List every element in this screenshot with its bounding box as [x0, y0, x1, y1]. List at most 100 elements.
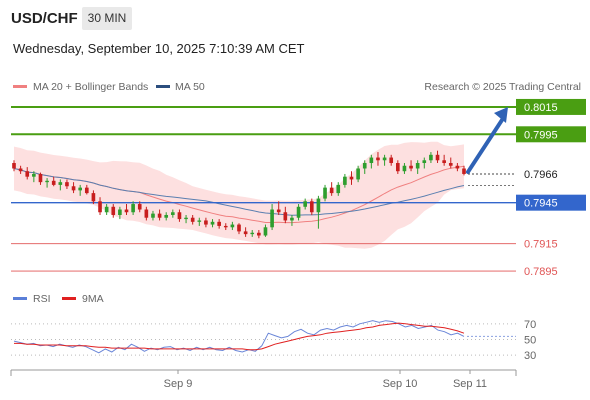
forecast-arrow-shaft	[466, 114, 506, 174]
ma50-line	[13, 168, 465, 216]
forecast-arrow	[466, 106, 508, 174]
interval-button[interactable]: 30 MIN	[82, 7, 132, 30]
candle-body	[197, 220, 202, 222]
rsi-tick-label: 50	[524, 335, 536, 347]
level-label-box	[516, 98, 586, 115]
candle-body	[290, 217, 294, 221]
rsi-ma-legend-swatch	[62, 297, 76, 300]
candle-body	[223, 225, 228, 228]
candle-body	[409, 165, 413, 169]
price-levels: 0.8015 0.7995 0.7966 0.7945 0.7915 0.7895	[11, 98, 586, 278]
rsi-ma-legend-label: 9MA	[82, 293, 104, 305]
candle-body	[435, 154, 440, 161]
candle-body	[336, 184, 341, 194]
level-label: 0.7915	[524, 239, 558, 251]
candle-body	[462, 168, 466, 174]
bollinger-band-fill	[14, 141, 464, 249]
header-bar: USD/CHF 30 MIN	[0, 0, 590, 36]
candle-body	[98, 201, 102, 213]
candle-body	[151, 213, 155, 218]
candle-body	[131, 204, 135, 213]
level-label-box	[516, 194, 586, 211]
candle-body	[316, 198, 321, 213]
candle-body	[71, 186, 76, 191]
candle-body	[329, 187, 334, 194]
candle-body	[448, 163, 453, 166]
ma50-legend-label: MA 50	[175, 81, 205, 93]
x-tick-label: Sep 10	[383, 378, 418, 390]
candle-body	[51, 180, 56, 185]
rsi-panel: 70 50 30	[11, 319, 536, 362]
symbol-title: USD/CHF	[11, 10, 78, 27]
candle-body	[91, 193, 96, 202]
candle-body	[32, 173, 36, 177]
candle-body	[45, 180, 49, 183]
candle-body	[111, 206, 116, 215]
candle-body	[343, 176, 347, 185]
candle-body	[12, 163, 16, 169]
x-axis-ticks: Sep 9 Sep 10 Sep 11	[164, 370, 487, 390]
credit-text: Research © 2025 Trading Central	[424, 81, 581, 93]
candle-body	[25, 171, 30, 177]
rsi-tick-label: 70	[524, 319, 536, 331]
rsi-tick-label: 30	[524, 350, 536, 362]
level-label-box	[516, 126, 586, 143]
bollinger-band	[14, 141, 464, 249]
rsi-ma-line	[14, 322, 465, 351]
candles	[12, 150, 466, 239]
candle-body	[104, 206, 109, 213]
candle-body	[243, 231, 248, 235]
level-label: 0.7995	[524, 129, 558, 141]
rsi-legend-swatch	[13, 297, 27, 300]
candle-body	[84, 187, 89, 194]
candle-body	[210, 221, 215, 225]
candle-body	[257, 232, 261, 236]
candle-body	[78, 187, 82, 191]
candle-body	[250, 232, 255, 235]
candle-body	[415, 163, 420, 169]
candle-body	[369, 157, 374, 164]
candle-body	[455, 165, 460, 169]
candle-body	[38, 173, 43, 183]
candle-body	[230, 224, 235, 228]
candle-body	[349, 176, 354, 180]
candle-body	[190, 217, 195, 222]
moving-averages	[13, 165, 465, 224]
candle-body	[402, 165, 407, 172]
rsi-line	[13, 320, 465, 354]
candle-body	[164, 214, 169, 218]
rsi-legend-label: RSI	[33, 293, 51, 305]
level-label: 0.8015	[524, 102, 558, 114]
candle-body	[362, 163, 367, 169]
candle-body	[303, 201, 307, 207]
candle-body	[356, 168, 360, 180]
level-label: 0.7945	[524, 198, 558, 210]
candle-body	[422, 160, 427, 164]
candle-body	[144, 209, 149, 218]
candle-body	[283, 212, 288, 221]
candle-body	[309, 201, 314, 213]
candle-body	[137, 204, 142, 210]
candle-body	[382, 157, 387, 161]
candle-body	[296, 206, 301, 218]
candle-body	[171, 212, 175, 215]
candle-body	[429, 154, 433, 161]
level-label: 0.7966	[524, 169, 558, 181]
candle-body	[124, 209, 129, 213]
candle-body	[396, 163, 400, 172]
candle-body	[204, 220, 208, 225]
candle-body	[263, 227, 268, 236]
candle-body	[217, 221, 221, 226]
bollinger-legend-label: MA 20 + Bollinger Bands	[33, 81, 148, 93]
candle-body	[177, 212, 182, 220]
candle-body	[270, 209, 274, 228]
candle-body	[18, 168, 23, 172]
forecast-arrow-head	[494, 106, 508, 123]
ma50-legend-swatch	[156, 85, 170, 88]
candle-body	[58, 182, 63, 185]
timestamp: Wednesday, September 10, 2025 7:10:39 AM…	[13, 41, 305, 56]
candle-body	[157, 213, 162, 218]
candle-body	[184, 217, 188, 220]
candle-body	[389, 157, 394, 164]
